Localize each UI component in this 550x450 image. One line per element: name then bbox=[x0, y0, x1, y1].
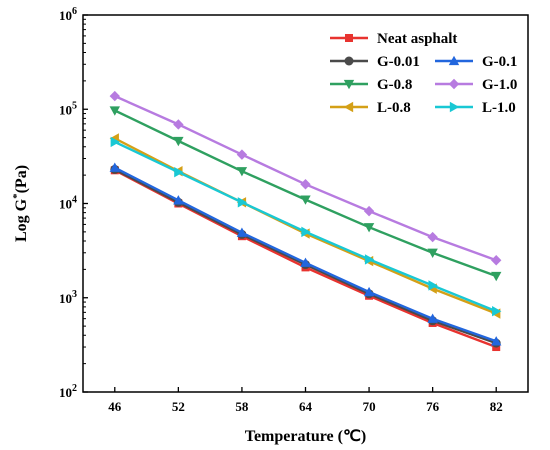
legend-marker bbox=[343, 79, 355, 90]
legend-marker bbox=[345, 34, 353, 42]
data-point bbox=[173, 119, 184, 130]
series-g-0-1 bbox=[109, 162, 502, 346]
x-axis-label: Temperature (℃) bbox=[245, 428, 367, 445]
legend-label: L-1.0 bbox=[482, 100, 516, 116]
series-g-0-8 bbox=[109, 106, 502, 282]
legend-marker bbox=[448, 78, 460, 90]
x-axis-title: Temperature (℃) bbox=[245, 428, 367, 445]
x-tick-label: 70 bbox=[363, 399, 376, 414]
x-tick-label: 58 bbox=[235, 399, 249, 414]
axes: 46 52 58 64 70 76 82 102 103 104 105 106 bbox=[59, 6, 529, 414]
legend-item: G-0.8 bbox=[330, 77, 412, 93]
data-point bbox=[363, 205, 375, 217]
y-tick-label: 104 bbox=[59, 195, 77, 212]
series-line bbox=[114, 109, 497, 278]
legend: Neat asphalt G-0.01 G-0.1 G-0.8 G-1.0 L-0.8 L-… bbox=[330, 31, 517, 116]
x-tick-label: 46 bbox=[108, 399, 122, 414]
data-point bbox=[109, 90, 120, 102]
series-g-1-0 bbox=[109, 90, 502, 266]
legend-label: Neat asphalt bbox=[377, 31, 457, 47]
legend-item: L-1.0 bbox=[435, 100, 516, 116]
series-l-0-8 bbox=[109, 133, 501, 319]
y-tick-label: 102 bbox=[59, 383, 77, 400]
data-point bbox=[236, 149, 248, 160]
legend-item: G-0.1 bbox=[435, 54, 517, 70]
data-point bbox=[236, 227, 248, 237]
x-tick-label: 76 bbox=[426, 399, 440, 414]
data-point bbox=[174, 166, 184, 178]
x-tick-label: 64 bbox=[299, 399, 313, 414]
data-point bbox=[364, 254, 375, 265]
data-point bbox=[427, 313, 438, 323]
data-point bbox=[491, 336, 502, 346]
data-point bbox=[173, 136, 184, 147]
data-point bbox=[492, 305, 502, 317]
legend-item: G-0.01 bbox=[330, 54, 420, 70]
legend-label: G-1.0 bbox=[482, 77, 517, 93]
data-point bbox=[109, 162, 120, 172]
legend-marker bbox=[344, 56, 354, 66]
legend-label: G-0.01 bbox=[377, 54, 420, 70]
data-point bbox=[491, 255, 502, 266]
legend-label: G-0.8 bbox=[377, 77, 412, 93]
y-tick-label: 106 bbox=[59, 6, 77, 23]
data-point bbox=[427, 231, 438, 243]
y-tick-label: 103 bbox=[59, 289, 77, 306]
legend-label: G-0.1 bbox=[482, 54, 517, 70]
legend-item: Neat asphalt bbox=[330, 31, 457, 47]
x-tick-label: 82 bbox=[490, 399, 503, 414]
legend-item: L-0.8 bbox=[330, 100, 411, 116]
data-point bbox=[110, 136, 120, 148]
data-point bbox=[300, 257, 311, 267]
data-point bbox=[428, 280, 438, 291]
data-point bbox=[363, 223, 375, 233]
legend-marker bbox=[449, 101, 460, 113]
data-point bbox=[173, 195, 184, 205]
y-tick-label: 105 bbox=[59, 100, 77, 117]
series-l-1-0 bbox=[110, 136, 502, 317]
data-point bbox=[109, 106, 120, 116]
data-point bbox=[236, 167, 248, 177]
y-axis-title: Log G*(Pa) bbox=[11, 165, 30, 242]
data-point bbox=[427, 248, 438, 258]
legend-item: G-1.0 bbox=[435, 77, 517, 93]
data-point bbox=[491, 271, 502, 282]
data-point bbox=[301, 226, 311, 238]
plot-area bbox=[109, 90, 502, 352]
data-point bbox=[300, 195, 311, 205]
data-point bbox=[363, 286, 375, 297]
data-point bbox=[237, 197, 248, 208]
x-tick-label: 52 bbox=[172, 399, 185, 414]
y-axis-label: Log G*(Pa) bbox=[11, 165, 30, 242]
data-point bbox=[300, 179, 311, 190]
legend-marker bbox=[448, 55, 460, 66]
legend-marker bbox=[343, 101, 354, 113]
legend-label: L-0.8 bbox=[377, 100, 411, 116]
